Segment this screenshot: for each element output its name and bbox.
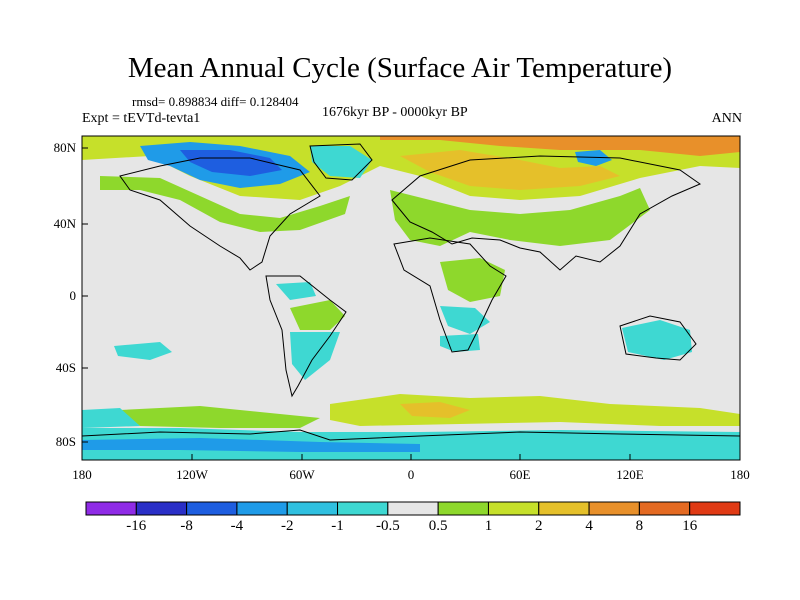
colorbar-label: 16 — [682, 518, 698, 534]
colorbar-label: 2 — [535, 518, 543, 534]
colorbar-label: 1 — [484, 518, 493, 534]
y-tick-label: 80S — [55, 434, 76, 449]
canada-deep-cold-region — [180, 150, 282, 176]
siberia-cold-region — [575, 150, 612, 166]
colorbar-box — [387, 501, 439, 516]
colorbar-box — [135, 501, 188, 516]
eurasia-warm-region — [400, 150, 620, 190]
australia-coastline — [619, 315, 697, 361]
africa-cool-region — [440, 306, 490, 334]
experiment-label: Expt = tEVTd-tevta1 — [82, 111, 201, 126]
colorbar-box — [236, 501, 288, 516]
colorbar-label: -16 — [126, 518, 147, 534]
y-tick-label: 80N — [53, 140, 76, 155]
antarctica-coastline — [81, 429, 741, 441]
colorbar-label: -2 — [280, 518, 294, 534]
africa-coastline — [393, 237, 507, 353]
x-tick-label: 60W — [289, 467, 315, 482]
y-tick-label: 0 — [69, 288, 77, 303]
colorbar-box — [286, 501, 339, 516]
colorbar-box — [487, 501, 540, 516]
southern-ocean-warm-region — [330, 394, 740, 426]
north-america-coastline — [119, 157, 321, 271]
colorbar-label: -8 — [180, 518, 193, 534]
x-tick-label: 60E — [509, 467, 531, 482]
colorbar-box — [638, 501, 691, 516]
colorbar-label: -1 — [331, 518, 344, 534]
north-america-warm-region — [100, 176, 350, 232]
colorbar-label: 0.5 — [428, 518, 448, 534]
antarctica-colder-region — [82, 438, 420, 452]
x-tick-label: 120W — [176, 467, 208, 482]
colorbar-box — [437, 501, 489, 516]
southern-ocean-green-region — [120, 406, 320, 428]
x-tick-label: 120E — [616, 467, 644, 482]
africa-warm-region — [440, 258, 505, 302]
amazon-cool-region — [276, 282, 316, 300]
colorbar-box — [85, 501, 137, 516]
southern-ocean-cool-region — [82, 408, 140, 428]
x-tick-label: 0 — [407, 467, 415, 482]
stats-text: rmsd= 0.898834 diff= 0.128404 — [132, 94, 299, 109]
season-label: ANN — [711, 111, 742, 126]
colorbar-box — [186, 501, 238, 516]
colorbar-box — [588, 501, 640, 516]
x-tick-label: 180 — [730, 467, 750, 482]
colorbar-label: 8 — [635, 518, 644, 534]
greenland-coastline — [309, 143, 373, 181]
colorbar-label: 4 — [585, 518, 593, 534]
southern-ocean-hot-region — [400, 402, 470, 418]
colorbar-label: -4 — [230, 518, 244, 534]
axis-ticks — [82, 147, 631, 460]
colorbar-box — [538, 501, 590, 516]
eurasia-green-region — [390, 188, 650, 246]
south-america-coastline — [265, 275, 347, 398]
colorbar-box — [689, 501, 741, 516]
pacific-cool-region — [114, 342, 172, 360]
colorbar — [85, 501, 741, 516]
south-america-warm-region — [290, 300, 345, 330]
colorbar-label: -0.5 — [375, 518, 400, 534]
greenland-cold-region — [310, 146, 372, 178]
australia-cool-region — [622, 320, 692, 360]
period-label: 1676kyr BP - 0000kyr BP — [322, 105, 468, 120]
y-tick-label: 40S — [55, 360, 76, 375]
arctic-hot-region — [380, 136, 740, 156]
map-title: Mean Annual Cycle (Surface Air Temperatu… — [127, 52, 673, 84]
coastlines — [81, 143, 741, 441]
x-tick-label: 180 — [72, 467, 92, 482]
y-tick-label: 40N — [53, 216, 76, 231]
colorbar-box — [337, 501, 389, 516]
